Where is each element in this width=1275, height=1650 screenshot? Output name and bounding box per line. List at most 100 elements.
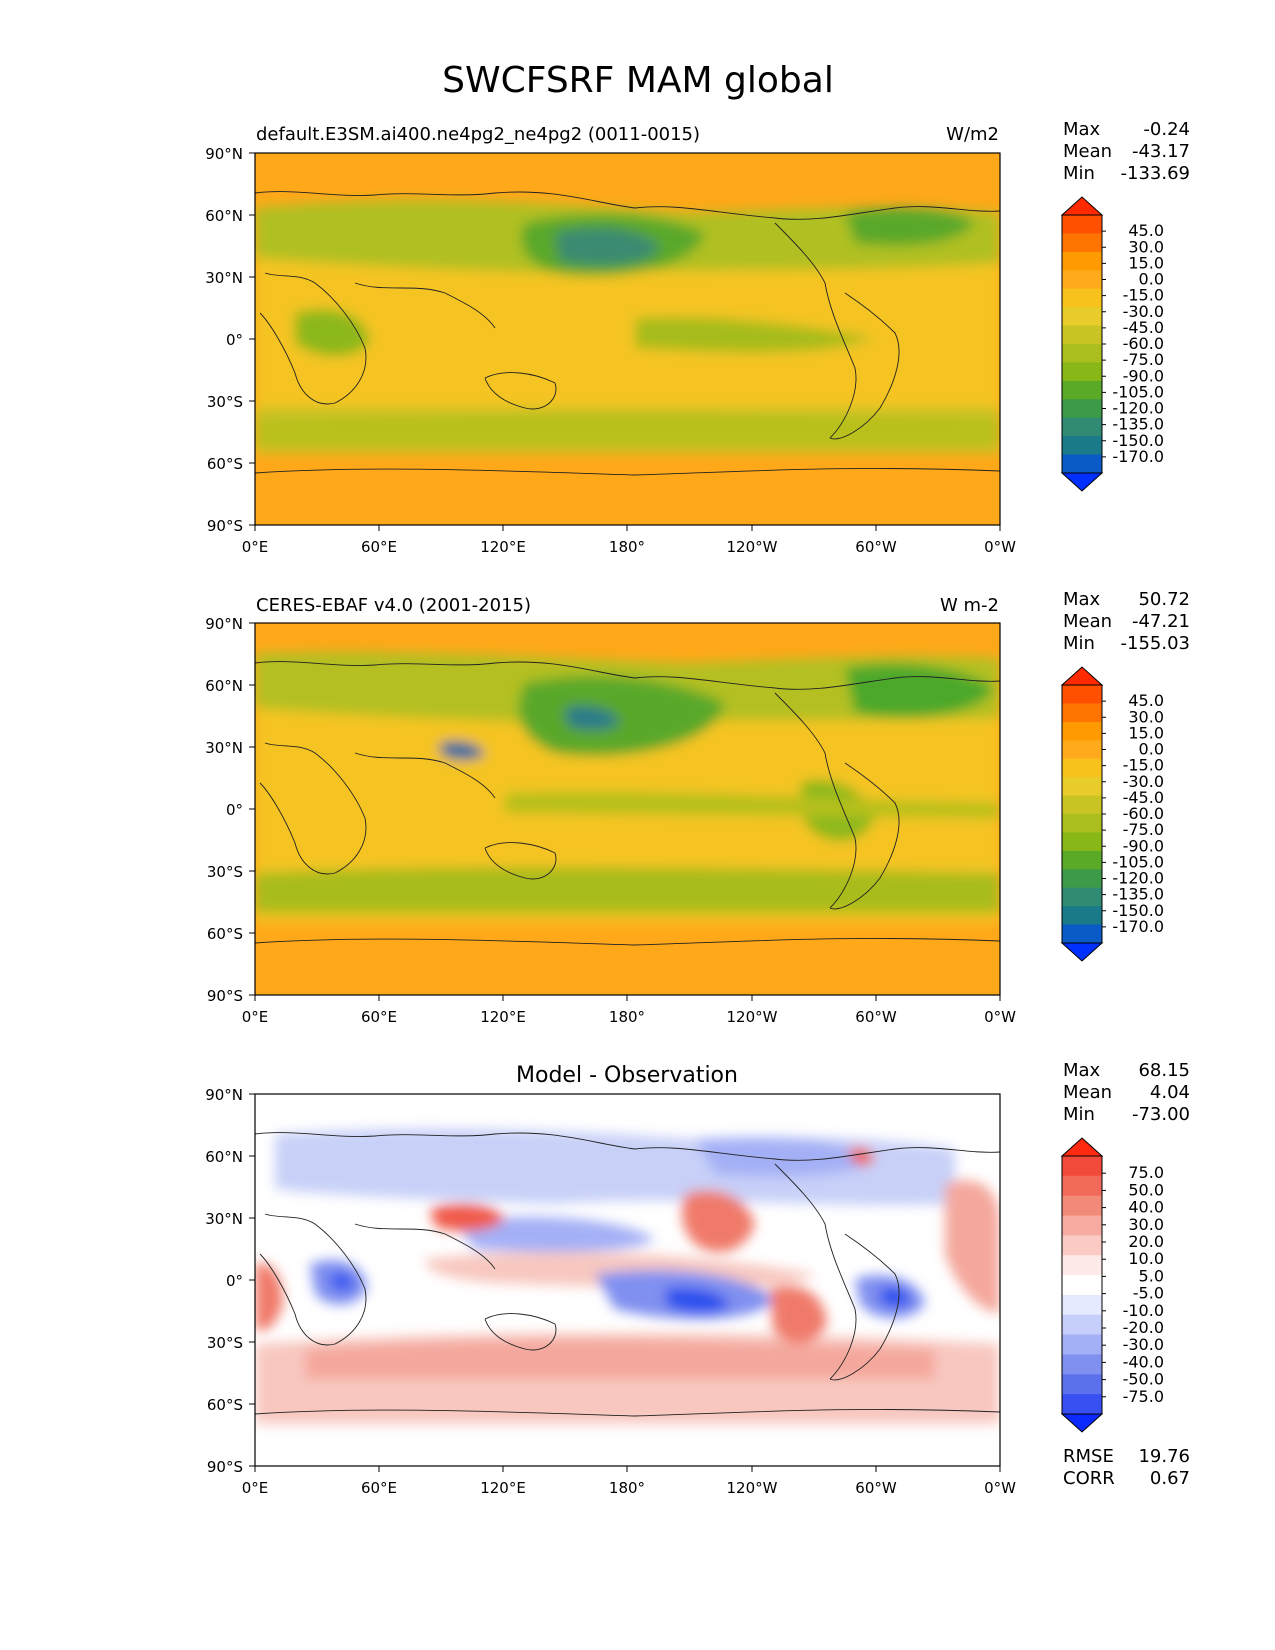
colorbar-level-label: 10.0 (1128, 1249, 1164, 1268)
colorbar-level-label: -50.0 (1123, 1370, 1164, 1389)
lat-tick-label: 90°N (205, 145, 243, 163)
stat-mean-label: Mean (1063, 611, 1112, 632)
stat-max-value: -0.24 (1143, 119, 1190, 140)
map-plot-area (254, 1093, 1001, 1467)
coastlines (255, 661, 1000, 946)
colorbar-segment (1062, 1195, 1102, 1217)
lon-tick-label: 120°E (480, 1479, 526, 1497)
field-contours (255, 651, 1000, 923)
field-n-pacific-blue (695, 1137, 875, 1177)
colorbar-segment (1062, 740, 1102, 760)
panel-title-left: CERES-EBAF v4.0 (2001-2015) (256, 595, 531, 616)
colorbar-segment (1062, 1294, 1102, 1316)
stat-max-value: 68.15 (1138, 1060, 1190, 1081)
lat-tick-label: 0° (226, 801, 243, 819)
lon-tick-label: 180° (609, 1008, 645, 1026)
colorbar-segment (1062, 906, 1102, 926)
field-contours (255, 200, 1000, 453)
lon-tick-label: 120°W (727, 1008, 778, 1026)
field-eqpac-dblue (665, 1287, 730, 1313)
colorbar-level-label: -10.0 (1123, 1301, 1164, 1320)
lon-axis: 0°E 60°E 120°E 180° 120°W 60°W 0°W (242, 1466, 1016, 1497)
lat-tick-label: 30°N (205, 269, 243, 287)
metric-rmse-label: RMSE (1063, 1446, 1114, 1467)
lon-tick-label: 0°E (242, 1479, 269, 1497)
stat-mean-value: 4.04 (1150, 1082, 1190, 1103)
colorbar-segment (1062, 869, 1102, 889)
lon-tick-label: 60°W (855, 538, 897, 556)
field-africa-green (295, 309, 370, 357)
colorbar-level-label: -150.0 (1112, 901, 1164, 920)
colorbar: 45.030.015.00.0-15.0-30.0-45.0-60.0-75.0… (1060, 666, 1164, 962)
colorbar-level-label: 75.0 (1128, 1163, 1164, 1182)
colorbar-segment (1062, 307, 1102, 327)
field-asia-red (430, 1203, 505, 1232)
figure-title: SWCFSRF MAM global (442, 60, 834, 101)
metric-corr-label: CORR (1063, 1468, 1115, 1489)
field-itcz-green (635, 317, 875, 353)
lon-tick-label: 120°E (480, 538, 526, 556)
colorbar-level-label: -45.0 (1123, 788, 1164, 807)
colorbar-segment (1062, 814, 1102, 833)
lat-tick-label: 30°N (205, 739, 243, 757)
colorbar-extend-bottom (1060, 1413, 1104, 1433)
colorbar-level-label: 30.0 (1128, 707, 1164, 726)
colorbar-extend-top (1060, 196, 1104, 216)
lat-tick-label: 30°N (205, 1210, 243, 1228)
lat-tick-label: 60°N (205, 207, 243, 225)
stats-block: Max 50.72 Mean -47.21 Min -155.03 (1063, 589, 1190, 654)
colorbar-segment (1062, 1394, 1102, 1415)
lat-tick-label: 90°S (207, 987, 243, 1005)
stat-min-value: -73.00 (1132, 1104, 1190, 1125)
field-satl-dblue (880, 1287, 911, 1308)
panel-title-left: default.E3SM.ai400.ne4pg2_ne4pg2 (0011-0… (256, 124, 700, 145)
field-s-band-red (305, 1339, 935, 1379)
colorbar-level-label: -120.0 (1112, 869, 1164, 888)
lon-tick-label: 180° (609, 538, 645, 556)
field-nw-pacific-deep (565, 706, 620, 730)
map-plot-area (254, 622, 1001, 996)
stat-min-value: -155.03 (1121, 633, 1190, 654)
colorbar-segment (1062, 1275, 1102, 1296)
lat-tick-label: 90°N (205, 1086, 243, 1104)
colorbar-segment (1062, 887, 1102, 907)
colorbar-segment (1062, 758, 1102, 778)
colorbar-segment (1062, 685, 1102, 704)
colorbar-level-label: -90.0 (1123, 366, 1164, 385)
field-s-ocean-green (255, 415, 1000, 443)
colorbar-segment (1062, 325, 1102, 345)
colorbar-segment (1062, 777, 1102, 797)
colorbar-level-label: -15.0 (1123, 756, 1164, 775)
field-samerica-red (770, 1285, 827, 1344)
stats-block: Max -0.24 Mean -43.17 Min -133.69 (1063, 119, 1190, 184)
colorbar-extend-bottom (1060, 472, 1104, 492)
stat-max-value: 50.72 (1138, 589, 1190, 610)
colorbar-level-label: 30.0 (1128, 1215, 1164, 1234)
colorbar-level-label: -60.0 (1123, 334, 1164, 353)
lon-tick-label: 0°W (984, 1008, 1016, 1026)
lat-tick-label: 0° (226, 1272, 243, 1290)
lat-tick-label: 60°N (205, 1148, 243, 1166)
metrics-block: RMSE 19.76 CORR 0.67 (1063, 1446, 1190, 1489)
lat-tick-label: 60°S (207, 1396, 243, 1414)
field-na-green (845, 664, 995, 718)
lat-tick-label: 60°S (207, 455, 243, 473)
field-africa-dblue (330, 1272, 355, 1292)
colorbar-segment (1062, 399, 1102, 419)
metric-rmse-value: 19.76 (1138, 1446, 1190, 1467)
colorbar-segment (1062, 270, 1102, 290)
colorbar-segment (1062, 850, 1102, 870)
lon-tick-label: 0°W (984, 538, 1016, 556)
field-natl-red (945, 1180, 1000, 1314)
lat-axis: 90°N 60°N 30°N 0° 30°S 60°S 90°S (205, 1086, 255, 1476)
colorbar-level-label: -120.0 (1112, 399, 1164, 418)
lon-tick-label: 60°W (855, 1008, 897, 1026)
lat-tick-label: 60°S (207, 925, 243, 943)
lat-tick-label: 60°N (205, 677, 243, 695)
stat-min-label: Min (1063, 1104, 1095, 1125)
colorbar-level-label: -105.0 (1112, 382, 1164, 401)
colorbar-level-label: -135.0 (1112, 885, 1164, 904)
stat-max-label: Max (1063, 589, 1101, 610)
metric-corr-value: 0.67 (1150, 1468, 1190, 1489)
